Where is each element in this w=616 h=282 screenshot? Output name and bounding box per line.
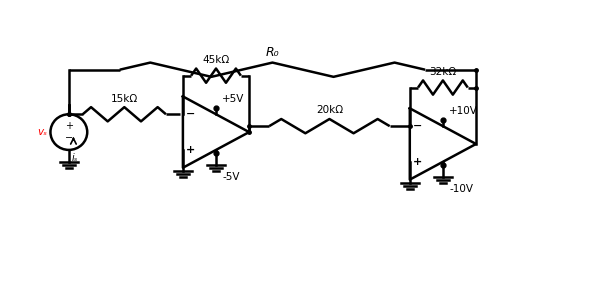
Text: +: + [186, 145, 195, 155]
Text: vₛ: vₛ [38, 127, 47, 137]
Text: 45kΩ: 45kΩ [203, 55, 230, 65]
Text: 20kΩ: 20kΩ [316, 105, 343, 115]
Text: +5V: +5V [222, 94, 245, 104]
Text: iₛ: iₛ [71, 153, 78, 163]
Text: 32kΩ: 32kΩ [429, 67, 456, 77]
Text: −: − [186, 109, 195, 119]
Text: -5V: -5V [222, 172, 240, 182]
Text: −: − [65, 133, 73, 143]
Text: +10V: +10V [449, 106, 478, 116]
Text: R₀: R₀ [265, 46, 279, 59]
Text: −: − [413, 121, 422, 131]
Text: +: + [413, 157, 422, 167]
Text: +: + [65, 121, 73, 131]
Text: 15kΩ: 15kΩ [111, 94, 138, 103]
Text: -10V: -10V [449, 184, 473, 194]
